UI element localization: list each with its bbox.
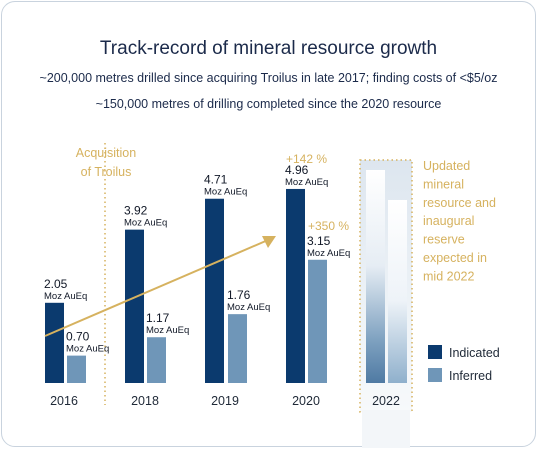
inferred-bar-2016 <box>67 355 86 383</box>
x-axis-label-2020: 2020 <box>292 394 320 408</box>
inferred-unit-label-2018: Moz AuEq <box>146 325 189 336</box>
inferred-unit-label-2016: Moz AuEq <box>66 344 109 355</box>
indicated-bar-2018 <box>125 229 144 383</box>
indicated-value-label-2019: 4.71 <box>204 173 228 187</box>
inferred-unit-label-2020: Moz AuEq <box>307 248 350 259</box>
expected-annotation-line-1: Updated <box>423 159 470 173</box>
inferred-growth-annotation: +350 % <box>308 219 349 233</box>
indicated-bar-2019 <box>205 198 224 383</box>
expected-annotation-line-6: expected in <box>423 251 487 265</box>
growth-arrow-line <box>44 239 269 337</box>
x-axis-label-2018: 2018 <box>131 394 159 408</box>
indicated-growth-annotation: +142 % <box>286 152 327 166</box>
indicated-value-label-2018: 3.92 <box>124 204 148 218</box>
indicated-bar-2020 <box>286 188 305 383</box>
x-axis-label-2016: 2016 <box>50 394 78 408</box>
legend-swatch-indicated <box>428 345 442 359</box>
acquisition-annotation-line-2: of Troilus <box>81 165 132 179</box>
inferred-value-label-2018: 1.17 <box>146 311 170 325</box>
inferred-bar-2020 <box>308 259 327 383</box>
legend-label-indicated: Indicated <box>449 346 500 360</box>
expected-2022-fade <box>362 410 410 448</box>
indicated-bar-2022-projected <box>366 170 385 383</box>
inferred-bar-2022-projected <box>388 200 407 383</box>
inferred-value-label-2020: 3.15 <box>307 234 331 248</box>
expected-annotation-line-5: reserve <box>423 233 465 247</box>
inferred-unit-label-2019: Moz AuEq <box>227 302 270 313</box>
expected-annotation-line-2: mineral <box>423 177 464 191</box>
acquisition-annotation-line-1: Acquisition <box>76 146 136 160</box>
indicated-value-label-2016: 2.05 <box>44 277 68 291</box>
x-axis-label-2022: 2022 <box>372 394 400 408</box>
chart-title: Track-record of mineral resource growth <box>99 38 438 59</box>
chart-subtitle-line2: ~150,000 metres of drilling completed si… <box>95 97 442 111</box>
x-axis-label-2019: 2019 <box>211 394 239 408</box>
indicated-bar-2016 <box>45 302 64 383</box>
expected-annotation-line-4: inaugural <box>423 214 474 228</box>
inferred-value-label-2016: 0.70 <box>66 330 90 344</box>
expected-annotation-line-3: resource and <box>423 196 496 210</box>
indicated-value-label-2020: 4.96 <box>285 163 309 177</box>
inferred-value-label-2019: 1.76 <box>227 288 251 302</box>
indicated-unit-label-2016: Moz AuEq <box>44 291 87 302</box>
indicated-unit-label-2019: Moz AuEq <box>204 187 247 198</box>
chart-subtitle-line1: ~200,000 metres drilled since acquiring … <box>39 71 498 85</box>
growth-arrow-head <box>262 236 276 248</box>
expected-annotation-line-7: mid 2022 <box>423 269 474 283</box>
inferred-bar-2018 <box>147 337 166 383</box>
indicated-unit-label-2018: Moz AuEq <box>124 218 167 229</box>
indicated-unit-label-2020: Moz AuEq <box>285 177 328 188</box>
inferred-bar-2019 <box>228 314 247 383</box>
legend-label-inferred: Inferred <box>449 369 492 383</box>
legend-swatch-inferred <box>428 368 442 382</box>
